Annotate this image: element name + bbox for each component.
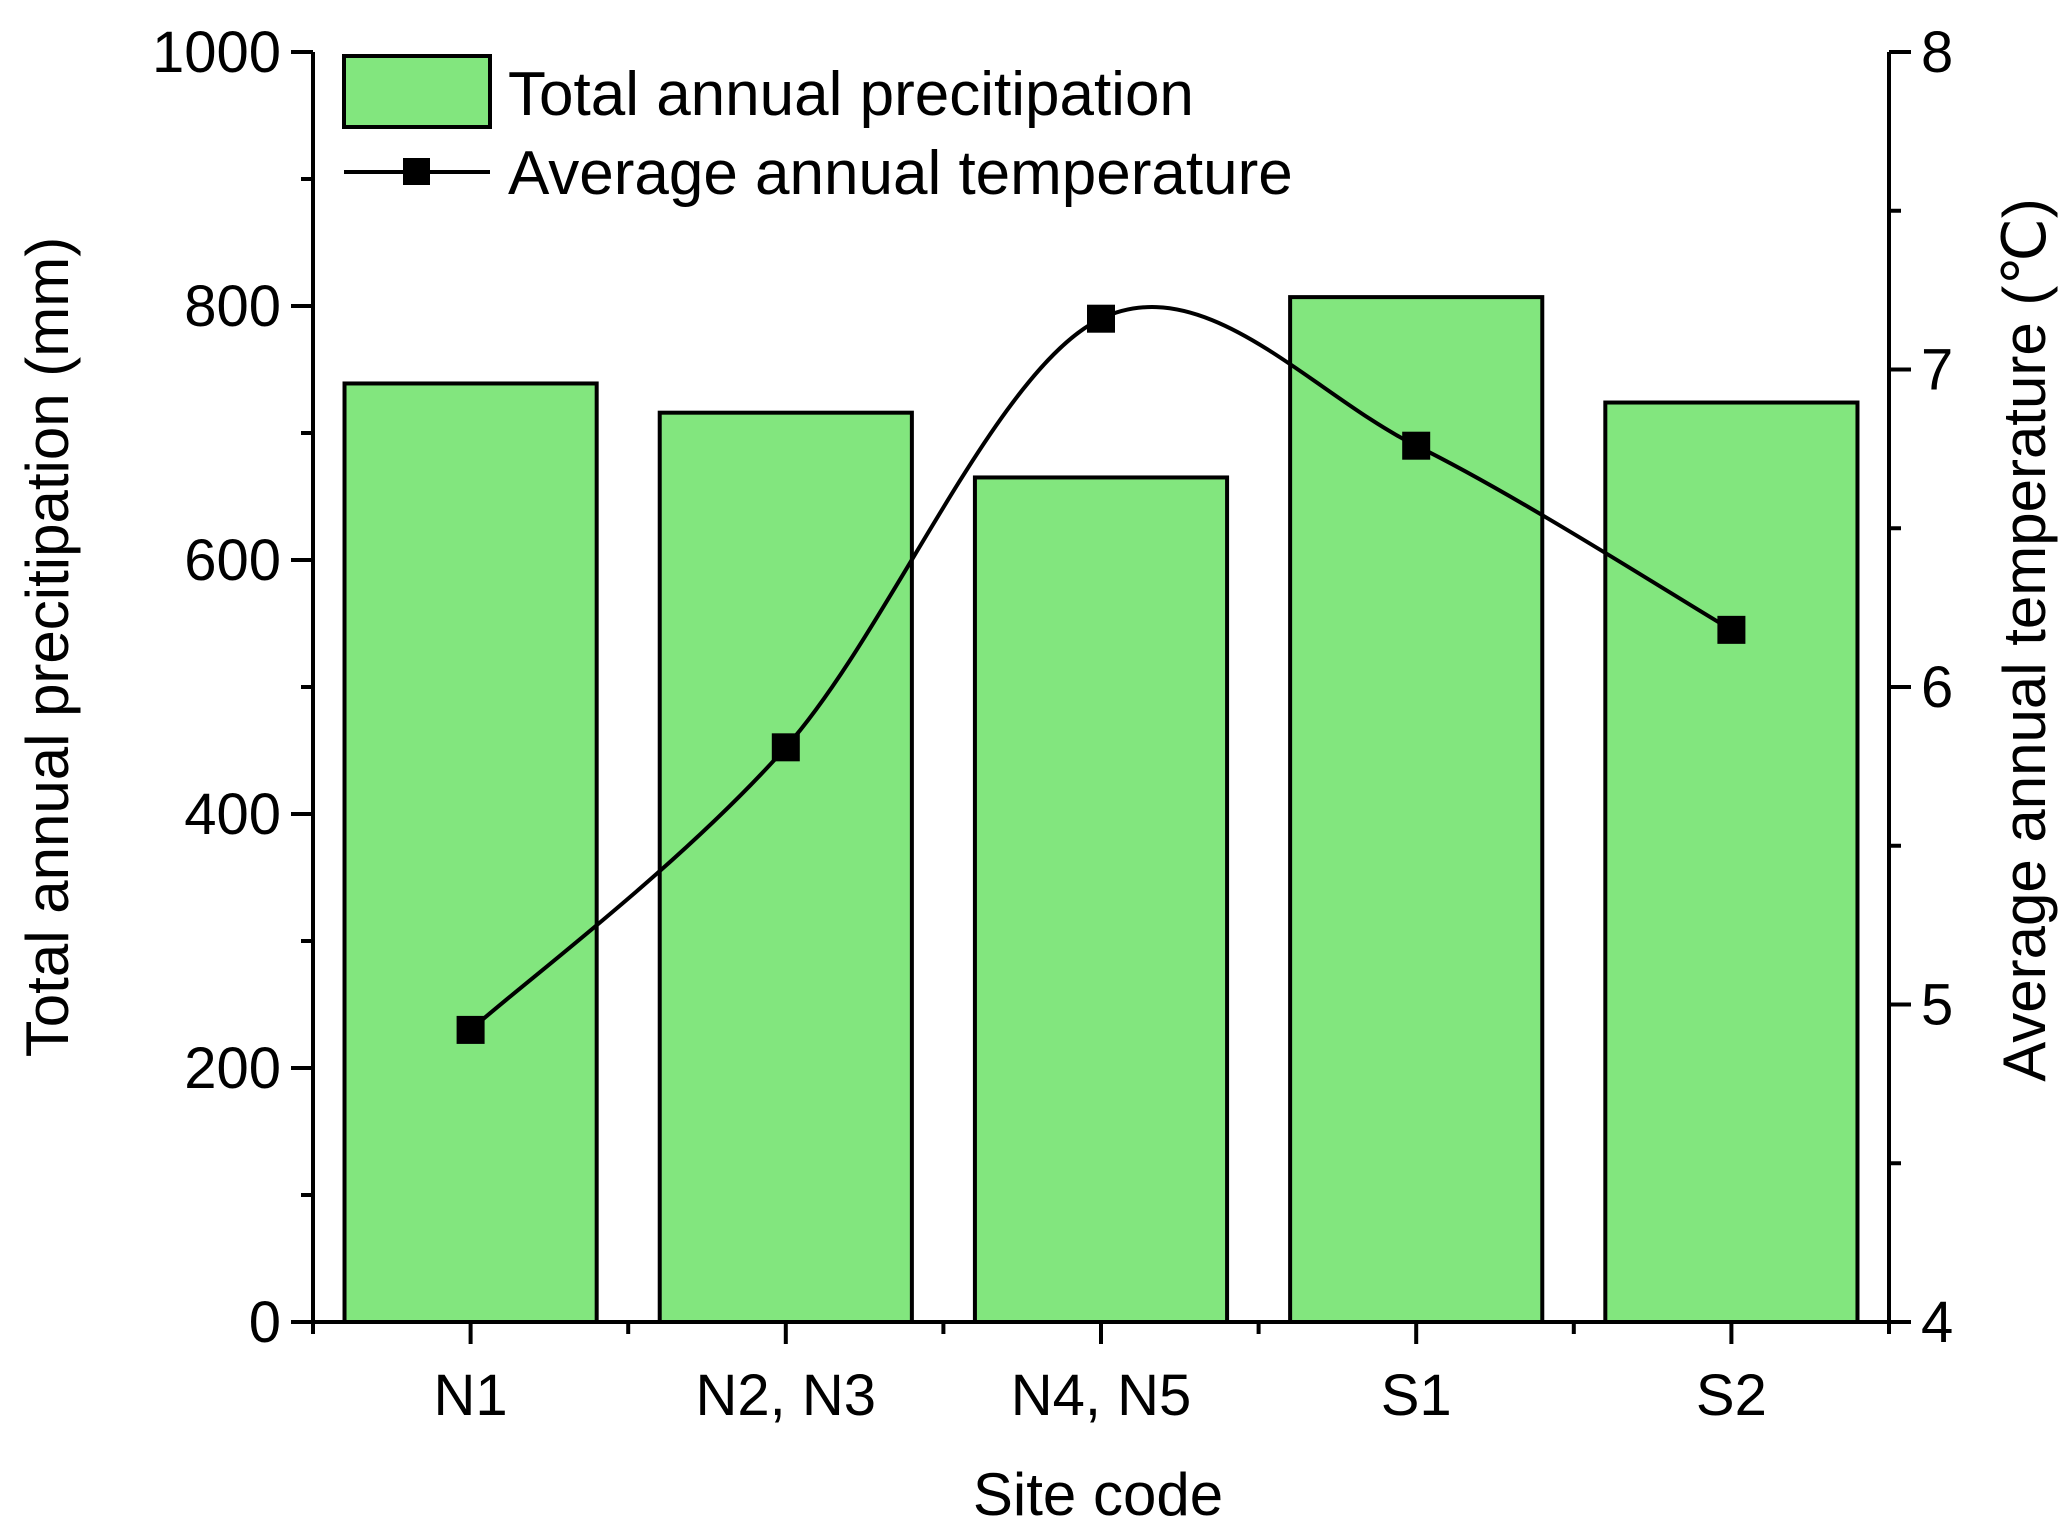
temperature-line (469, 305, 1733, 1032)
bar-4 (1603, 400, 1860, 1324)
temperature-marker-0 (456, 1015, 485, 1044)
y-axis-title: Total annual precitipation (mm) (14, 237, 81, 1057)
temperature-marker-3 (1402, 431, 1431, 460)
y-tick-label-5: 1000 (152, 20, 281, 85)
x-axis-title: Site code (973, 1461, 1223, 1522)
y2-tick-label-3: 7 (1921, 338, 1953, 403)
y2-axis-title: Average annual temperature (℃) (1991, 198, 2058, 1081)
y2-tick-label-0: 4 (1921, 1290, 1953, 1355)
y-tick-label-2: 400 (184, 782, 281, 847)
y2-tick-label-4: 8 (1921, 20, 1953, 85)
x-tick-label-1: N2, N3 (696, 1363, 877, 1428)
x-tick-label-3: S1 (1381, 1363, 1452, 1428)
x-tick-label-2: N4, N5 (1011, 1363, 1192, 1428)
y-tick-label-4: 800 (184, 274, 281, 339)
bar-3 (1288, 295, 1545, 1324)
legend-marker-square (403, 158, 430, 185)
y-tick-label-0: 0 (249, 1290, 281, 1355)
y2-tick-label-2: 6 (1921, 655, 1953, 720)
bar-1 (657, 410, 914, 1324)
temperature-marker-4 (1717, 615, 1746, 644)
legend-label-temperature: Average annual temperature (508, 139, 1293, 208)
x-tick-label-4: S2 (1696, 1363, 1767, 1428)
legend-label-precipitation: Total annual precitipation (508, 60, 1194, 129)
bar-0 (342, 381, 599, 1325)
legend: Total annual precitipation Average annua… (342, 54, 1293, 208)
y-tick-label-3: 600 (184, 528, 281, 593)
axes: 0 200 400 600 800 1000 4 5 6 7 8 N1 N2, N3 N4, N5 S1 S2 (152, 20, 1953, 1428)
bar-2 (972, 475, 1230, 1324)
y2-tick-label-1: 5 (1921, 973, 1953, 1038)
temperature-marker-1 (771, 733, 800, 762)
y-tick-label-1: 200 (184, 1036, 281, 1101)
legend-swatch-bar (342, 54, 492, 129)
temperature-marker-2 (1087, 304, 1115, 333)
bar-series (342, 295, 1860, 1325)
line-series (456, 304, 1746, 1044)
x-tick-label-0: N1 (434, 1363, 508, 1428)
